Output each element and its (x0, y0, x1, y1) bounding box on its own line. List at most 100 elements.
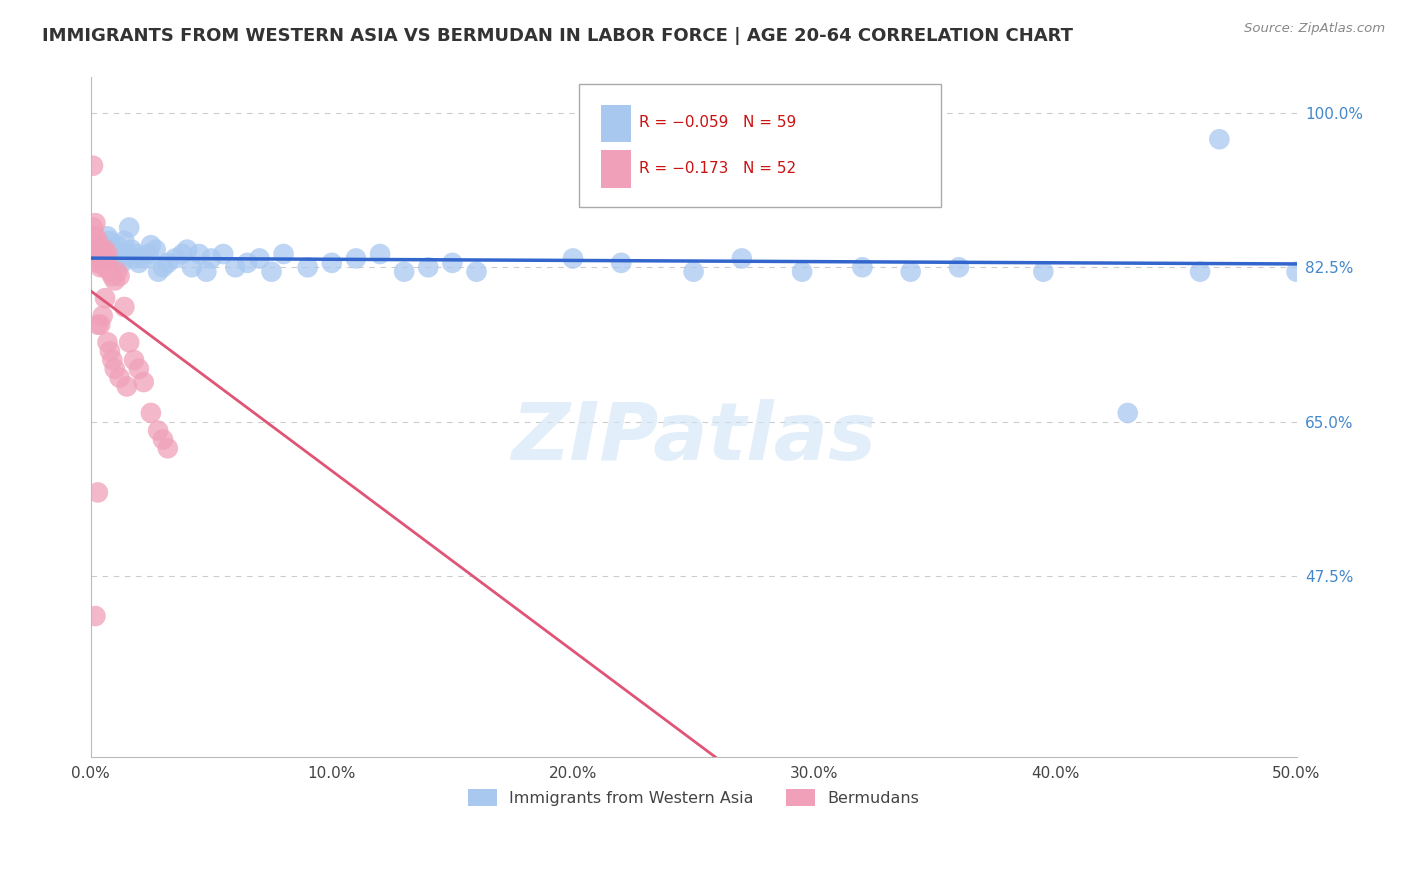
Bar (600, 104, 631, 142)
Point (224, 260, 246, 275)
Point (89, 252, 111, 266)
Point (118, 335, 141, 350)
Point (91, 309, 114, 323)
Point (84, 229, 107, 244)
Point (89, 243, 111, 257)
Point (87, 256, 110, 270)
Point (682, 265, 704, 279)
Point (91, 252, 114, 266)
Point (122, 353, 145, 368)
Point (105, 238, 128, 252)
Text: ZIPatlas: ZIPatlas (510, 399, 876, 476)
Point (89, 318, 111, 332)
Point (82, 220, 104, 235)
Point (152, 433, 174, 447)
Point (212, 247, 235, 261)
Point (146, 265, 169, 279)
Point (610, 256, 633, 270)
Point (94, 243, 117, 257)
Point (297, 260, 319, 275)
Point (84, 247, 107, 261)
Point (1189, 265, 1212, 279)
Point (101, 353, 124, 368)
Point (84, 609, 107, 624)
Point (948, 260, 970, 275)
Point (91, 256, 114, 270)
Point (321, 256, 343, 270)
Point (87, 234, 110, 248)
Point (344, 252, 367, 266)
Point (108, 252, 131, 266)
Point (84, 216, 107, 230)
Point (96, 335, 118, 350)
Text: R = −0.173   N = 52: R = −0.173 N = 52 (640, 161, 796, 176)
Point (87, 485, 110, 500)
Point (87, 247, 110, 261)
Text: IMMIGRANTS FROM WESTERN ASIA VS BERMUDAN IN LABOR FORCE | AGE 20-64 CORRELATION : IMMIGRANTS FROM WESTERN ASIA VS BERMUDAN… (42, 27, 1073, 45)
FancyBboxPatch shape (579, 84, 941, 207)
Point (87, 252, 110, 266)
Legend: Immigrants from Western Asia, Bermudans: Immigrants from Western Asia, Bermudans (460, 781, 927, 814)
Point (145, 243, 167, 257)
Point (104, 243, 127, 257)
Point (94, 291, 117, 305)
Point (236, 256, 259, 270)
Point (82, 159, 104, 173)
Point (249, 252, 271, 266)
Point (115, 247, 138, 261)
Point (441, 256, 464, 270)
Point (101, 247, 124, 261)
Point (98, 265, 121, 279)
Point (260, 265, 283, 279)
Point (128, 361, 150, 376)
Text: Source: ZipAtlas.com: Source: ZipAtlas.com (1244, 22, 1385, 36)
Point (105, 265, 128, 279)
Point (84, 238, 107, 252)
Point (188, 247, 211, 261)
Point (108, 370, 131, 384)
Point (156, 442, 179, 456)
Point (111, 256, 134, 270)
Point (104, 273, 127, 287)
Bar (600, 150, 631, 187)
Point (94, 252, 117, 266)
Point (176, 243, 198, 257)
Point (89, 243, 111, 257)
Point (122, 252, 145, 266)
Point (195, 265, 218, 279)
Point (418, 260, 440, 275)
Point (139, 238, 162, 252)
Point (87, 243, 110, 257)
Point (91, 247, 114, 261)
Point (156, 256, 179, 270)
Point (112, 300, 135, 314)
Point (731, 252, 754, 266)
Point (98, 344, 121, 359)
Point (87, 318, 110, 332)
Point (115, 379, 138, 393)
Point (790, 265, 813, 279)
Point (84, 247, 107, 261)
Point (200, 252, 222, 266)
Point (108, 269, 131, 284)
Point (851, 260, 873, 275)
Point (89, 256, 111, 270)
Point (94, 260, 117, 275)
Point (138, 247, 160, 261)
Point (89, 247, 111, 261)
Point (1208, 132, 1230, 146)
Point (87, 247, 110, 261)
Point (118, 220, 141, 235)
Point (163, 252, 186, 266)
Point (1032, 265, 1054, 279)
Point (465, 265, 488, 279)
Point (96, 229, 118, 244)
Point (900, 265, 922, 279)
Point (1285, 265, 1308, 279)
Point (94, 252, 117, 266)
Point (96, 247, 118, 261)
Point (368, 247, 391, 261)
Point (121, 243, 143, 257)
Point (132, 252, 155, 266)
Point (1116, 406, 1139, 420)
